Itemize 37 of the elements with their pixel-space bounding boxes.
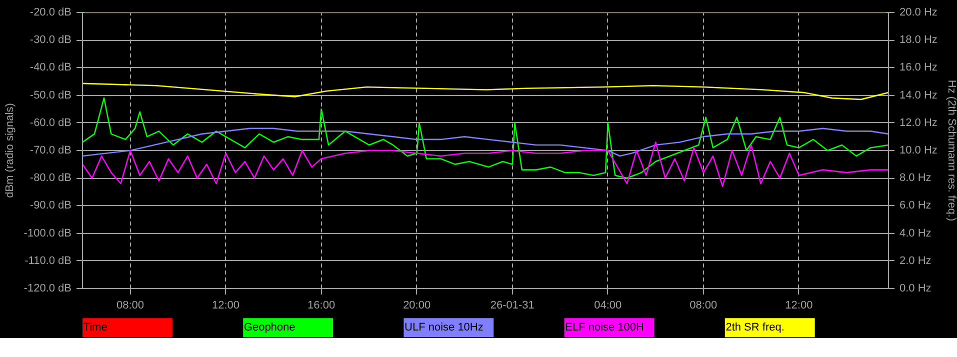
x-tick-label: 04:00 (594, 300, 622, 312)
y2-tick-label: 2.0 Hz (900, 254, 932, 267)
x-tick-label: 20:00 (403, 300, 431, 312)
y-tick-label: -50.0 dB (30, 89, 72, 102)
y2-tick-label: 14.0 Hz (900, 89, 938, 102)
y2-tick-label: 16.0 Hz (900, 62, 938, 74)
y2-tick-label: 0.0 Hz (900, 282, 932, 294)
y2-tick-label: 10.0 Hz (900, 144, 938, 156)
text: Time (83, 322, 108, 334)
y-tick-label: -70.0 dB (30, 144, 72, 156)
y-axis-title: dBm (radio signals) (4, 103, 16, 198)
y2-tick-label: 8.0 Hz (900, 172, 932, 184)
y-tick-label: -110.0 dB (24, 254, 72, 267)
y2-tick-label: 4.0 Hz (900, 227, 932, 240)
y-tick-label: -120.0 dB (24, 282, 72, 294)
text: ELF noise 100H (565, 322, 644, 334)
y-tick-label: -20.0 dB (30, 6, 72, 18)
y2-axis-title: Hz (2th Schumann res. freq.) (945, 80, 957, 222)
y-tick-label: -100.0 dB (24, 227, 72, 240)
y-tick-label: -40.0 dB (30, 62, 72, 74)
y-tick-label: -60.0 dB (30, 116, 72, 129)
text: Geophone (244, 322, 296, 334)
x-tick-label: 26-01-31 (490, 300, 534, 312)
y2-tick-label: 12.0 Hz (900, 116, 938, 129)
y-tick-label: -80.0 dB (30, 172, 72, 184)
x-tick-label: 08:00 (116, 300, 144, 312)
text: 2th SR freq. (726, 322, 784, 334)
text: ULF noise 10Hz (404, 322, 484, 334)
y2-tick-label: 6.0 Hz (900, 200, 932, 212)
y-tick-label: -90.0 dB (30, 200, 72, 212)
x-tick-label: 12:00 (785, 300, 813, 312)
y2-tick-label: 20.0 Hz (900, 6, 938, 18)
x-tick-label: 12:00 (212, 300, 240, 312)
y-tick-label: -30.0 dB (30, 34, 72, 46)
x-tick-label: 16:00 (308, 300, 336, 312)
y2-tick-label: 18.0 Hz (900, 34, 938, 46)
x-tick-label: 08:00 (690, 300, 718, 312)
